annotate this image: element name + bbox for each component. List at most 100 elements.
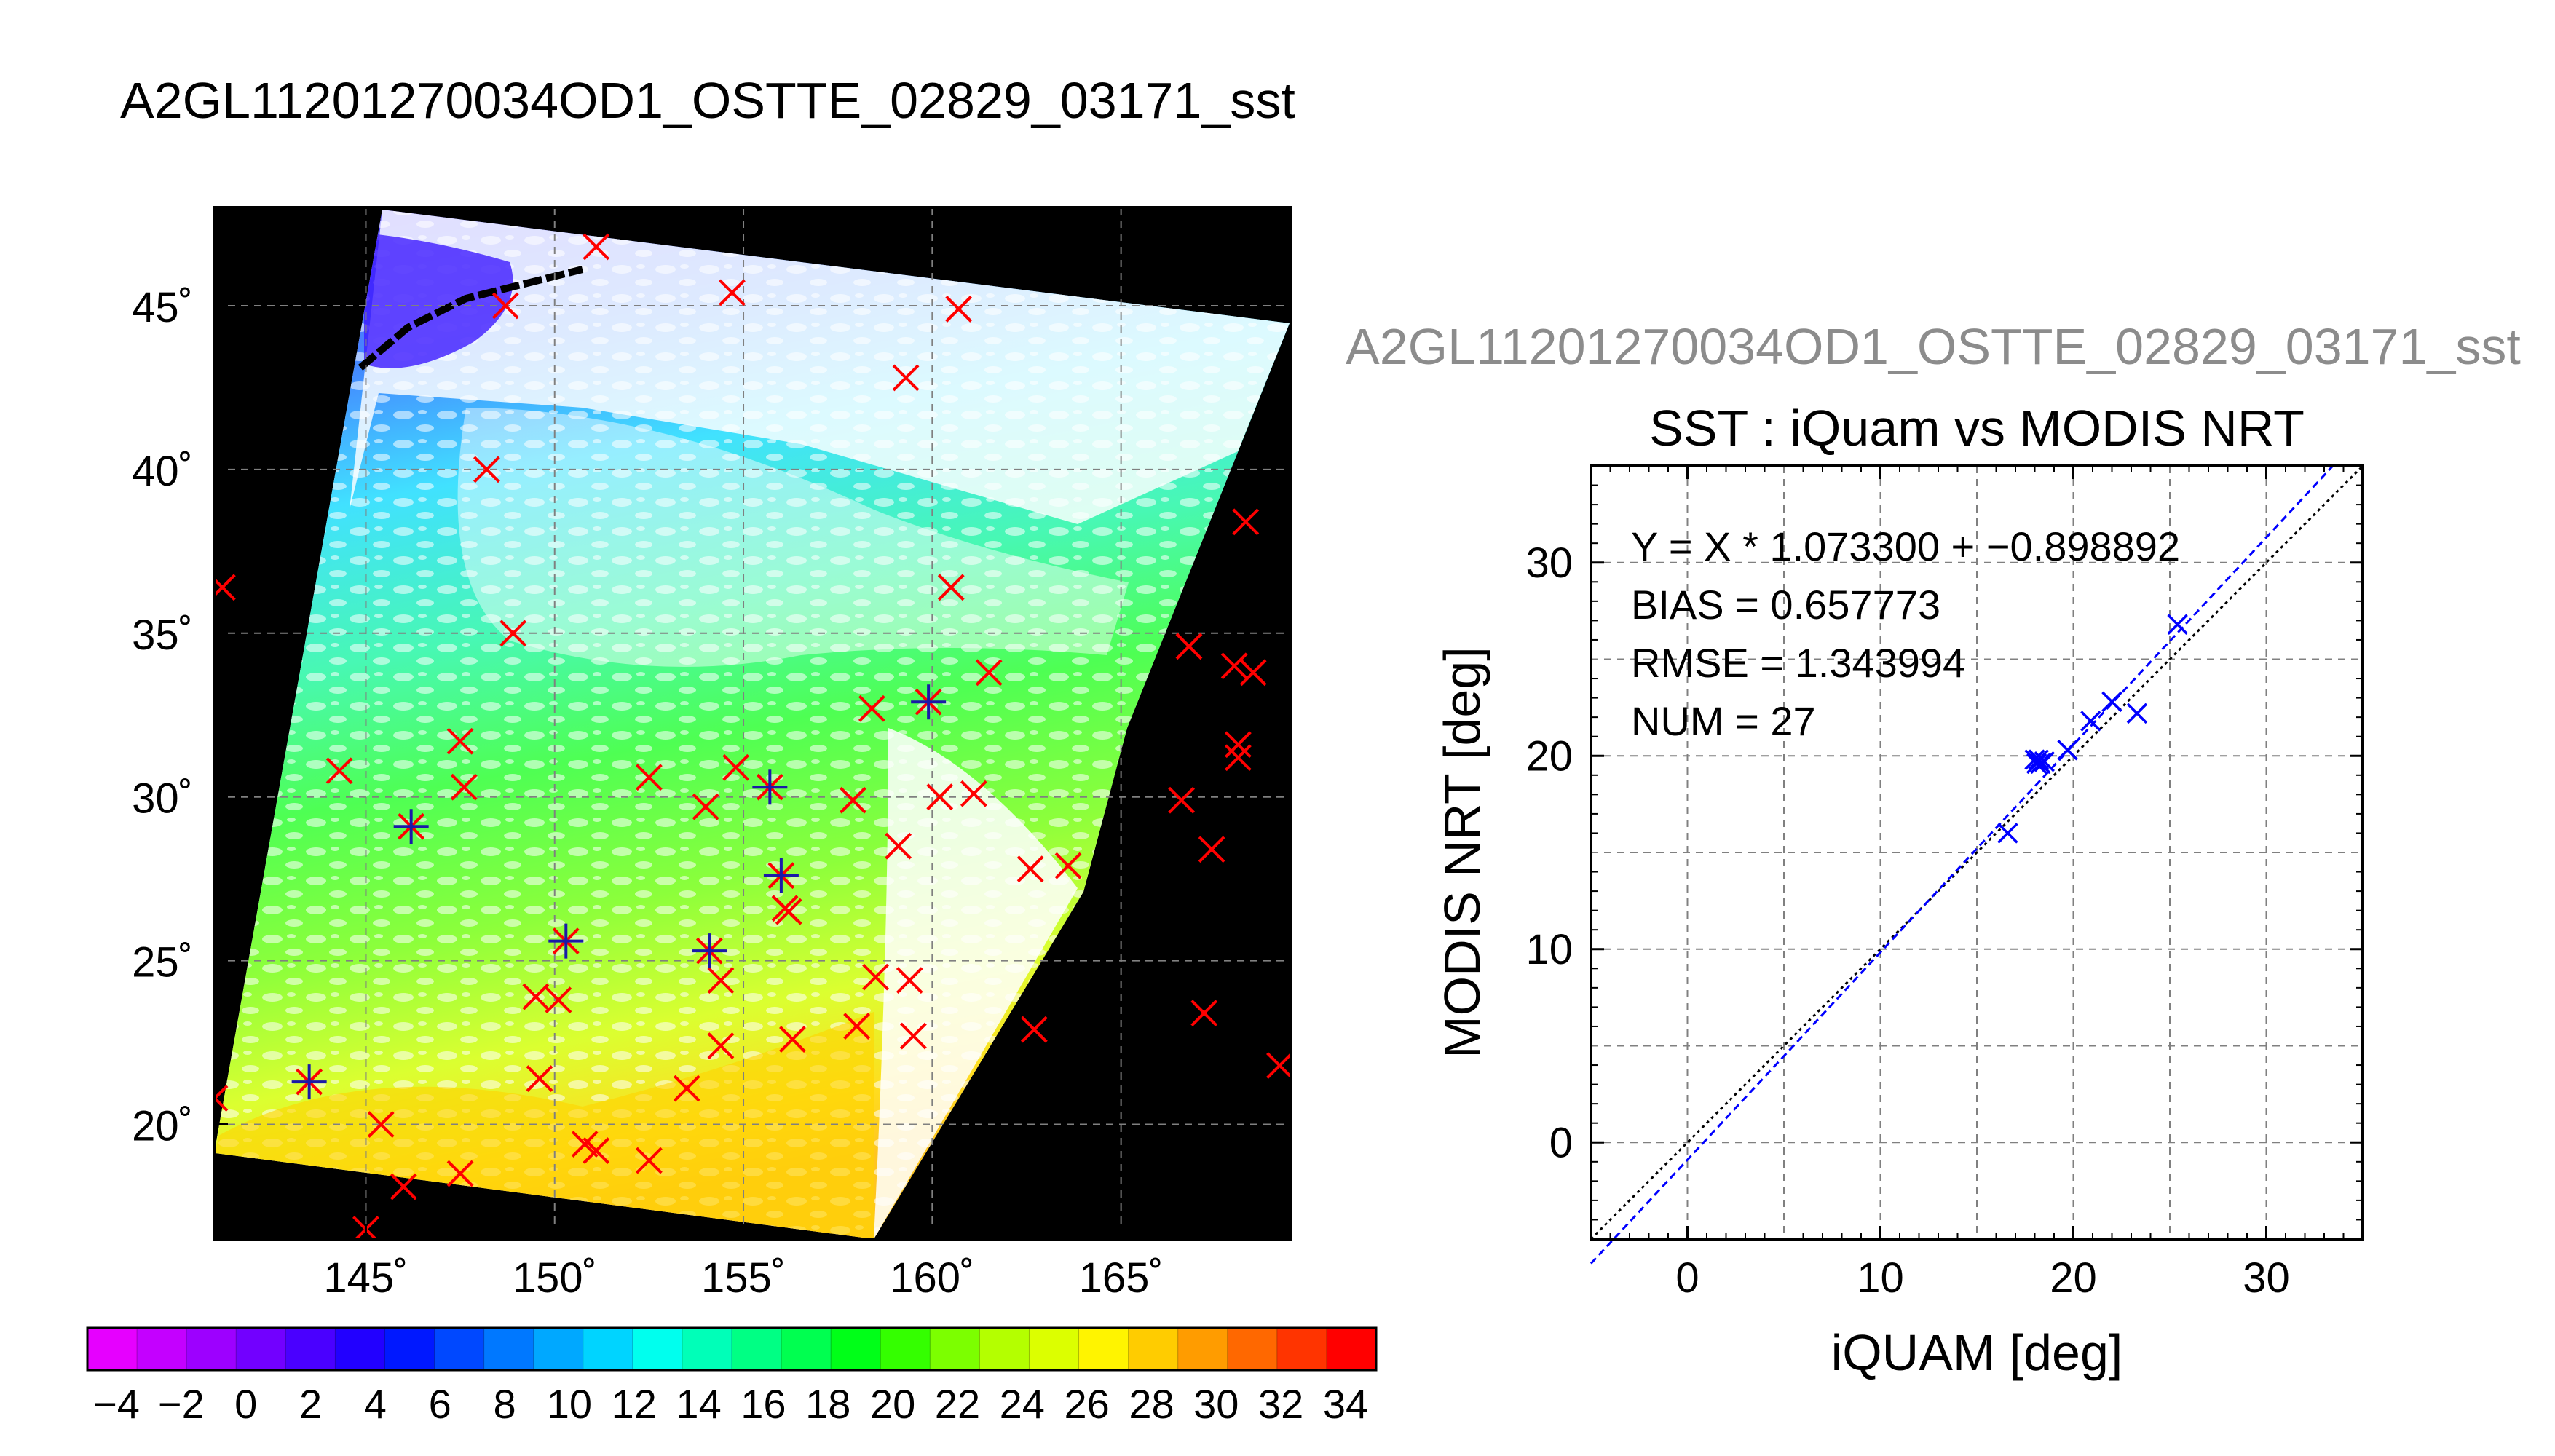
colorbar-swatch	[1128, 1328, 1179, 1370]
map-lat-tick-label: 25˚	[132, 939, 193, 986]
map-match-cross	[1224, 731, 1252, 759]
colorbar-swatch	[384, 1328, 435, 1370]
colorbar-tick-label: 20	[870, 1381, 915, 1427]
colorbar-swatch	[434, 1328, 485, 1370]
colorbar-tick-label: 28	[1129, 1381, 1174, 1427]
colorbar-swatch	[930, 1328, 980, 1370]
map-match-cross	[707, 1032, 735, 1060]
scatter-y-tick-label: 10	[1525, 926, 1573, 973]
colorbar-swatch	[979, 1328, 1030, 1370]
scatter-y-tick-label: 0	[1549, 1119, 1573, 1166]
map-lon-labels: 145˚ 150˚ 155˚ 160˚ 165˚	[323, 1226, 1164, 1302]
scatter-stat-text: Y = X * 1.073300 + −0.898892	[1631, 523, 2180, 569]
colorbar-tick-label: 4	[364, 1381, 387, 1427]
map-lon-tick-label: 160˚	[890, 1254, 974, 1302]
map-lat-labels: 20˚ 25˚ 30˚ 35˚ 40˚ 45˚	[132, 284, 228, 1150]
scatter-point	[2030, 753, 2051, 775]
colorbar-tick-label: 10	[547, 1381, 592, 1427]
map-match-cross	[499, 620, 527, 647]
colorbar-tick-label: 14	[676, 1381, 721, 1427]
scatter-x-axis-label: iQUAM [deg]	[1831, 1324, 2123, 1381]
map-match-cross	[1190, 1000, 1218, 1027]
map-lat-tick-label: 35˚	[132, 612, 193, 659]
colorbar-swatch	[1078, 1328, 1129, 1370]
map-match-cross	[1198, 836, 1225, 863]
map-match-cross	[522, 983, 550, 1010]
colorbar-tick-label: 16	[741, 1381, 786, 1427]
map-match-cross	[325, 757, 353, 785]
colorbar-swatch	[1029, 1328, 1080, 1370]
map-match-cross	[892, 364, 920, 392]
scatter-y-axis-label: MODIS NRT [deg]	[1434, 646, 1490, 1058]
map-match-cross	[960, 780, 987, 807]
colorbar-swatch	[87, 1328, 138, 1370]
colorbar-tick-label: 12	[612, 1381, 657, 1427]
colorbar-swatch	[186, 1328, 237, 1370]
colorbar-swatch	[137, 1328, 187, 1370]
map-match-cross	[1054, 852, 1082, 879]
scatter-y-tick-label: 30	[1525, 539, 1573, 587]
scatter-stat-text: NUM = 27	[1631, 698, 1816, 744]
map-lat-tick-label: 20˚	[132, 1103, 193, 1150]
colorbar-segments	[87, 1328, 1377, 1370]
map-grid	[215, 207, 1291, 1239]
map-match-plus	[548, 923, 584, 959]
colorbar-tick-label: 30	[1193, 1381, 1239, 1427]
map-match-cross	[945, 296, 973, 323]
scatter-point	[2080, 711, 2101, 732]
colorbar-tick-label: −2	[158, 1381, 205, 1427]
map-match-cross	[975, 659, 1003, 687]
map-markers	[215, 233, 1291, 1239]
map-match-cross	[1016, 855, 1044, 883]
map-match-cross	[583, 233, 610, 261]
colorbar-swatch	[1227, 1328, 1278, 1370]
colorbar-tick-label: 34	[1323, 1381, 1368, 1427]
map-match-cross	[862, 963, 889, 991]
colorbar-tick-label: 2	[299, 1381, 322, 1427]
map-match-cross	[1168, 786, 1196, 814]
map-match-cross	[885, 832, 912, 860]
map-match-cross	[1239, 659, 1267, 687]
sst-swath	[216, 210, 1290, 1239]
map-match-plus	[911, 684, 947, 720]
map-match-plus	[752, 769, 788, 805]
map-match-cross	[545, 986, 572, 1014]
map-match-plus	[763, 858, 799, 893]
colorbar-swatch	[533, 1328, 584, 1370]
page-title: A2GL11201270034OD1_OSTTE_02829_03171_sst	[120, 72, 1295, 129]
map-match-plus	[692, 933, 727, 969]
colorbar-swatch	[1177, 1328, 1228, 1370]
map-match-cross	[367, 1111, 395, 1138]
colorbar-tick-label: 32	[1258, 1381, 1303, 1427]
map-lon-tick-label: 165˚	[1079, 1254, 1164, 1302]
map-match-cross	[635, 764, 663, 791]
colorbar-swatch	[483, 1328, 534, 1370]
scatter-x-tick-label: 30	[2243, 1254, 2290, 1302]
scatter-point	[2026, 753, 2047, 775]
map-match-cross	[1266, 1052, 1291, 1079]
colorbar-swatch	[1326, 1328, 1377, 1370]
scatter-x-tick-label: 0	[1675, 1254, 1699, 1302]
map-match-plus	[291, 1064, 327, 1100]
map-match-cross	[1220, 652, 1248, 680]
colorbar-swatch	[831, 1328, 881, 1370]
scatter-y-tick-label: 20	[1525, 732, 1573, 780]
map-lat-tick-label: 30˚	[132, 775, 193, 823]
identity-line	[1590, 464, 2364, 1241]
scatter-stat-text: RMSE = 1.343994	[1631, 640, 1965, 686]
map-match-cross	[707, 967, 735, 994]
colorbar-swatch	[285, 1328, 336, 1370]
map-match-cross	[840, 786, 866, 814]
map-match-cross	[722, 753, 750, 781]
scatter-lines	[1590, 464, 2364, 1265]
colorbar-tick-label: 8	[493, 1381, 516, 1427]
map-match-cross	[446, 1160, 474, 1187]
scatter-x-tick-label: 20	[2050, 1254, 2097, 1302]
colorbar-tick-label: 24	[1000, 1381, 1045, 1427]
map-match-cross	[215, 1085, 229, 1112]
scatter-panel: SST : iQuam vs MODIS NRT Y = X * 1.07330…	[1434, 400, 2364, 1381]
colorbar-tick-label: 26	[1064, 1381, 1109, 1427]
map-match-cross	[779, 1026, 806, 1053]
scatter-ticks: 0 10 20 30 0 10 20 30	[1525, 466, 2363, 1302]
scatter-points	[1997, 614, 2188, 844]
